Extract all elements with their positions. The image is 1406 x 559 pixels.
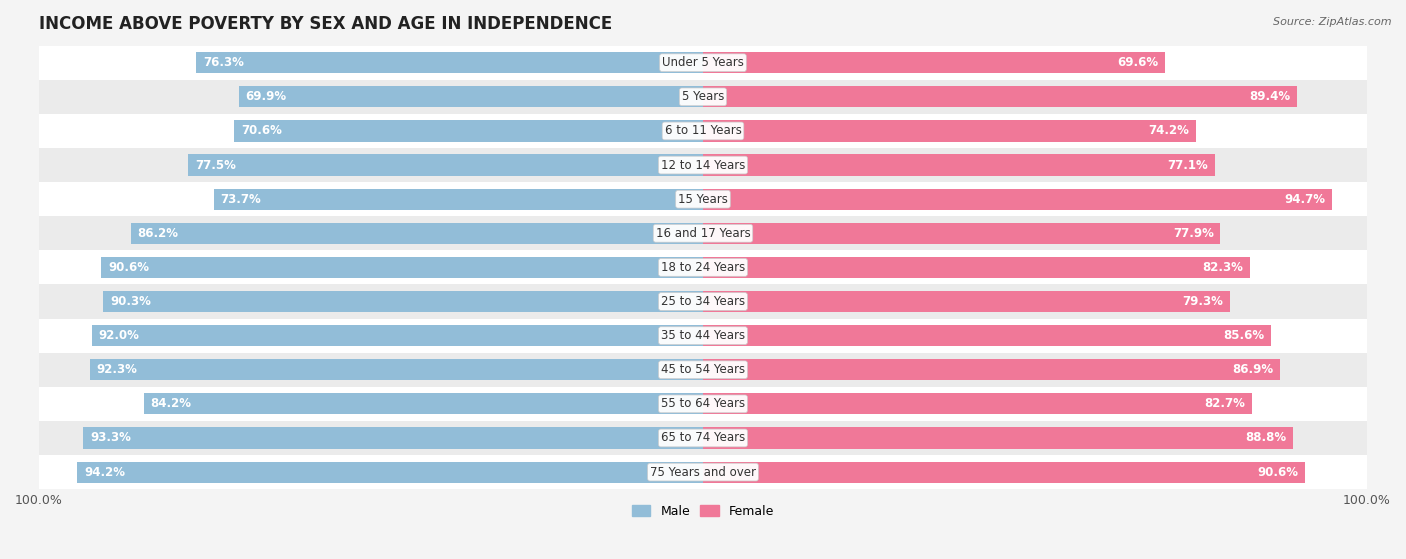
Text: 73.7%: 73.7% — [221, 193, 262, 206]
Bar — [235, 120, 703, 141]
Bar — [90, 359, 703, 380]
Text: 86.2%: 86.2% — [138, 227, 179, 240]
Bar — [39, 285, 1367, 319]
Text: 55 to 64 Years: 55 to 64 Years — [661, 397, 745, 410]
Bar — [703, 52, 1166, 73]
Bar — [83, 428, 703, 448]
Bar — [39, 250, 1367, 285]
Bar — [39, 182, 1367, 216]
Bar — [104, 291, 703, 312]
Text: Source: ZipAtlas.com: Source: ZipAtlas.com — [1274, 17, 1392, 27]
Text: 92.0%: 92.0% — [98, 329, 139, 342]
Bar — [703, 359, 1279, 380]
Text: 18 to 24 Years: 18 to 24 Years — [661, 261, 745, 274]
Text: 69.9%: 69.9% — [246, 91, 287, 103]
Bar — [703, 428, 1292, 448]
Text: 85.6%: 85.6% — [1223, 329, 1265, 342]
Bar — [703, 462, 1305, 482]
Bar — [703, 188, 1331, 210]
Text: 82.3%: 82.3% — [1202, 261, 1243, 274]
Bar — [91, 325, 703, 346]
Text: 94.7%: 94.7% — [1284, 193, 1326, 206]
Text: 93.3%: 93.3% — [90, 432, 131, 444]
Bar — [703, 394, 1253, 414]
Bar — [39, 387, 1367, 421]
Bar — [703, 291, 1230, 312]
Bar — [703, 120, 1195, 141]
Text: 89.4%: 89.4% — [1249, 91, 1291, 103]
Text: 35 to 44 Years: 35 to 44 Years — [661, 329, 745, 342]
Text: Under 5 Years: Under 5 Years — [662, 56, 744, 69]
Bar — [239, 86, 703, 107]
Bar — [39, 46, 1367, 80]
Bar — [39, 216, 1367, 250]
Text: 70.6%: 70.6% — [240, 125, 281, 138]
Text: 77.9%: 77.9% — [1173, 227, 1213, 240]
Bar — [101, 257, 703, 278]
Bar — [703, 325, 1271, 346]
Text: 94.2%: 94.2% — [84, 466, 125, 479]
Bar — [214, 188, 703, 210]
Bar — [143, 394, 703, 414]
Text: 5 Years: 5 Years — [682, 91, 724, 103]
Bar — [39, 80, 1367, 114]
Bar — [39, 455, 1367, 489]
Text: 92.3%: 92.3% — [97, 363, 138, 376]
Text: 45 to 54 Years: 45 to 54 Years — [661, 363, 745, 376]
Text: 75 Years and over: 75 Years and over — [650, 466, 756, 479]
Text: 82.7%: 82.7% — [1205, 397, 1246, 410]
Bar — [77, 462, 703, 482]
Text: 79.3%: 79.3% — [1182, 295, 1223, 308]
Text: 86.9%: 86.9% — [1232, 363, 1274, 376]
Bar — [703, 86, 1296, 107]
Bar — [197, 52, 703, 73]
Bar — [188, 154, 703, 176]
Text: 15 Years: 15 Years — [678, 193, 728, 206]
Bar — [703, 154, 1215, 176]
Text: 90.6%: 90.6% — [108, 261, 149, 274]
Bar — [131, 222, 703, 244]
Bar — [39, 353, 1367, 387]
Bar — [39, 319, 1367, 353]
Text: 84.2%: 84.2% — [150, 397, 191, 410]
Text: 77.1%: 77.1% — [1167, 159, 1208, 172]
Text: INCOME ABOVE POVERTY BY SEX AND AGE IN INDEPENDENCE: INCOME ABOVE POVERTY BY SEX AND AGE IN I… — [39, 15, 612, 33]
Bar — [703, 222, 1220, 244]
Text: 90.6%: 90.6% — [1257, 466, 1298, 479]
Bar — [39, 421, 1367, 455]
Text: 74.2%: 74.2% — [1149, 125, 1189, 138]
Text: 25 to 34 Years: 25 to 34 Years — [661, 295, 745, 308]
Bar — [39, 114, 1367, 148]
Text: 88.8%: 88.8% — [1244, 432, 1286, 444]
Bar — [39, 148, 1367, 182]
Bar — [703, 257, 1250, 278]
Text: 76.3%: 76.3% — [202, 56, 243, 69]
Text: 65 to 74 Years: 65 to 74 Years — [661, 432, 745, 444]
Text: 12 to 14 Years: 12 to 14 Years — [661, 159, 745, 172]
Text: 69.6%: 69.6% — [1118, 56, 1159, 69]
Text: 6 to 11 Years: 6 to 11 Years — [665, 125, 741, 138]
Text: 77.5%: 77.5% — [195, 159, 236, 172]
Legend: Male, Female: Male, Female — [627, 500, 779, 523]
Text: 16 and 17 Years: 16 and 17 Years — [655, 227, 751, 240]
Text: 90.3%: 90.3% — [110, 295, 150, 308]
